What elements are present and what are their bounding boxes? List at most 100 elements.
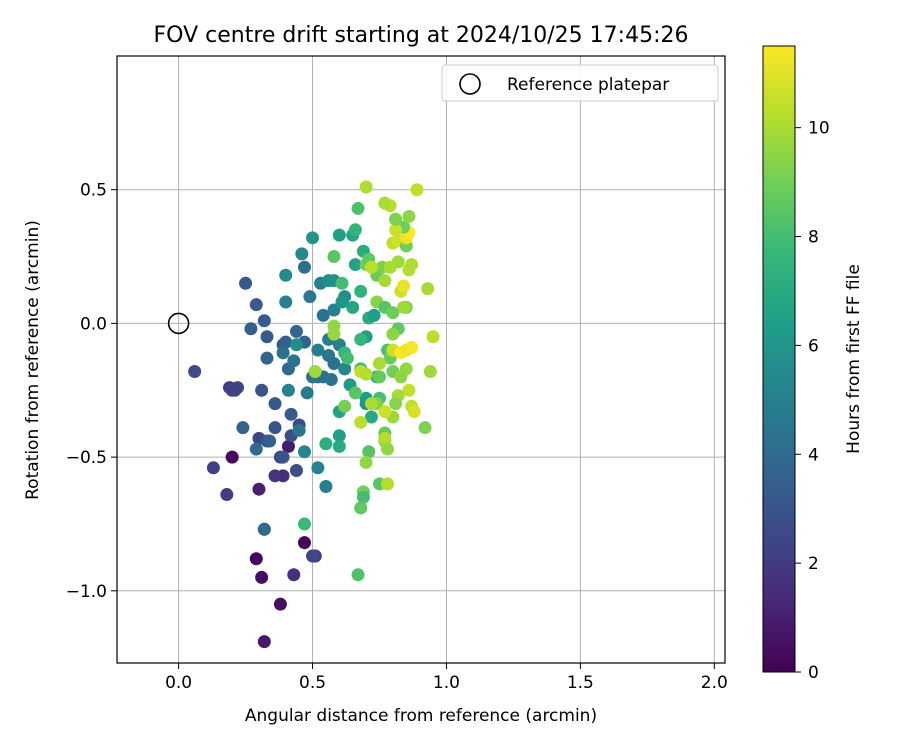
data-point — [308, 365, 322, 379]
data-point — [381, 477, 395, 491]
data-point — [316, 308, 330, 322]
y-axis-label: Rotation from reference (arcmin) — [23, 220, 43, 500]
y-axis-ticks: 0.5 0.0 −0.5 −1.0 — [66, 181, 117, 602]
data-point — [257, 635, 271, 649]
data-point — [249, 442, 263, 456]
x-tick-label: 2.0 — [701, 673, 728, 693]
data-point — [311, 343, 325, 357]
data-point — [279, 268, 293, 282]
data-point — [255, 383, 269, 397]
colorbar-tick-label: 4 — [808, 445, 819, 465]
data-point — [364, 410, 378, 424]
data-point — [378, 196, 392, 210]
data-point — [389, 223, 403, 237]
data-point — [268, 421, 282, 435]
data-point — [303, 290, 317, 304]
data-point — [367, 308, 381, 322]
data-point — [378, 405, 392, 419]
data-point — [276, 346, 290, 360]
colorbar-tick-label: 8 — [808, 228, 819, 248]
colorbar-tick-label: 6 — [808, 336, 819, 356]
data-point — [383, 260, 397, 274]
data-point — [338, 399, 352, 413]
data-point — [378, 274, 392, 288]
data-point — [359, 180, 373, 194]
data-point — [287, 354, 301, 368]
data-point — [306, 231, 320, 245]
data-point — [289, 324, 303, 338]
data-point — [397, 279, 411, 293]
y-tick-label: −0.5 — [66, 448, 107, 468]
data-point — [410, 183, 424, 197]
scatter-points — [188, 180, 440, 649]
data-point — [297, 445, 311, 459]
data-point — [354, 332, 368, 346]
x-tick-label: 1.5 — [567, 673, 594, 693]
data-point — [289, 463, 303, 477]
data-point — [260, 351, 274, 365]
data-point — [188, 365, 202, 379]
data-point — [249, 298, 263, 312]
data-point — [297, 260, 311, 274]
data-point — [394, 370, 408, 384]
colorbar-label: Hours from first FF file — [844, 264, 864, 454]
data-point — [273, 597, 287, 611]
data-point — [281, 383, 295, 397]
data-point — [281, 439, 295, 453]
data-point — [348, 258, 362, 272]
x-tick-label: 1.0 — [433, 673, 460, 693]
data-point — [225, 450, 239, 464]
data-point — [268, 469, 282, 483]
data-point — [300, 386, 314, 400]
data-point — [228, 383, 242, 397]
y-tick-label: 0.0 — [80, 314, 107, 334]
data-point — [332, 228, 346, 242]
data-point — [372, 370, 386, 384]
data-point — [386, 306, 400, 320]
y-tick-label: 0.5 — [80, 181, 107, 201]
legend-marker — [459, 73, 481, 95]
data-point — [319, 480, 333, 494]
y-tick-label: −1.0 — [66, 582, 107, 602]
data-point — [327, 250, 341, 264]
data-point — [327, 357, 341, 371]
data-point — [279, 295, 293, 309]
data-point — [279, 335, 293, 349]
data-point — [295, 247, 309, 261]
data-point — [335, 276, 349, 290]
data-point — [257, 522, 271, 536]
data-point — [426, 330, 440, 344]
data-point — [402, 383, 416, 397]
data-point — [276, 450, 290, 464]
colorbar-gradient — [762, 45, 796, 673]
legend-box — [441, 64, 719, 102]
colorbar: 0 2 4 6 8 10 Hours from first FF file — [762, 45, 864, 683]
data-point — [348, 223, 362, 237]
x-axis-ticks: 0.0 0.5 1.0 1.5 2.0 — [165, 663, 728, 693]
reference-platepar-marker — [167, 312, 190, 335]
data-point — [364, 260, 378, 274]
data-point — [268, 397, 282, 411]
data-point — [324, 373, 338, 387]
data-point — [306, 549, 320, 563]
data-point — [263, 434, 277, 448]
data-point — [260, 330, 274, 344]
data-point — [292, 423, 306, 437]
data-point — [327, 327, 341, 341]
data-point — [354, 501, 368, 515]
data-point — [397, 300, 411, 314]
data-point — [418, 421, 432, 435]
legend-label: Reference platepar — [507, 75, 669, 95]
data-point — [284, 407, 298, 421]
grid-lines — [117, 56, 725, 663]
data-point — [332, 439, 346, 453]
data-point — [354, 284, 368, 298]
data-point — [220, 488, 234, 502]
data-point — [297, 536, 311, 550]
data-point — [359, 367, 373, 381]
data-point — [206, 461, 220, 475]
data-point — [255, 570, 269, 584]
data-point — [389, 397, 403, 411]
data-point — [311, 461, 325, 475]
